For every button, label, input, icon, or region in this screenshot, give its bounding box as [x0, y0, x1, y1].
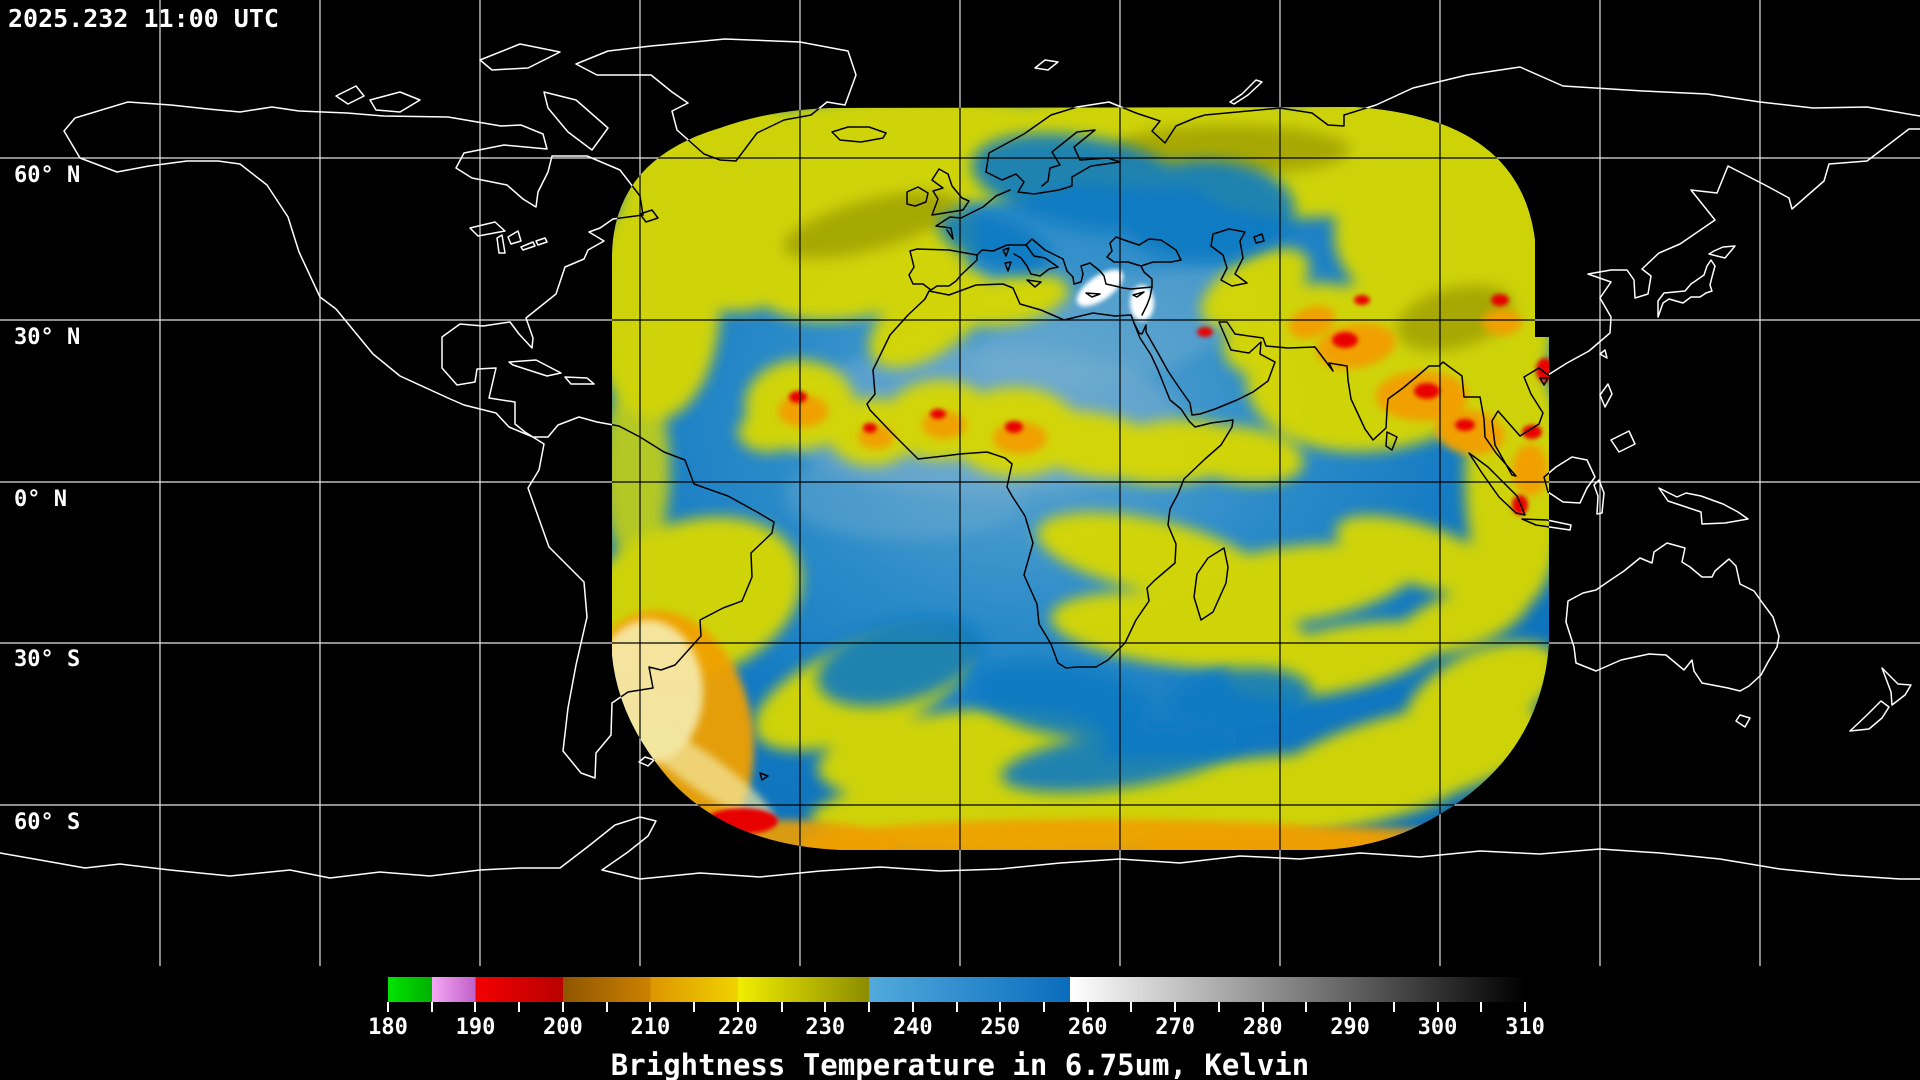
colorbar-tick — [1217, 1002, 1220, 1012]
latitude-label: 60° S — [14, 810, 81, 835]
colorbar-tick-label: 260 — [1067, 1015, 1108, 1040]
colorbar-tick — [868, 1002, 871, 1012]
colorbar-tick — [1086, 1002, 1089, 1012]
colorbar-tick — [649, 1002, 652, 1012]
colorbar-tick-label: 240 — [892, 1015, 933, 1040]
colorbar-tick-label: 210 — [630, 1015, 671, 1040]
colorbar-tick — [387, 1002, 389, 1012]
colorbar-tick — [474, 1002, 477, 1012]
colorbar-tick — [1305, 1002, 1308, 1012]
colorbar-tick-label: 230 — [805, 1015, 846, 1040]
satellite-swath — [612, 107, 1549, 850]
colorbar-tick-label: 280 — [1242, 1015, 1283, 1040]
colorbar-tick — [1130, 1002, 1133, 1012]
colorbar-tick — [955, 1002, 958, 1012]
colorbar-tick-label: 200 — [543, 1015, 583, 1040]
colorbar-tick — [911, 1002, 914, 1012]
colorbar-tick — [1042, 1002, 1045, 1012]
coldest-tops-red — [706, 294, 1549, 834]
colorbar-tick — [605, 1002, 608, 1012]
colorbar-tick — [736, 1002, 739, 1012]
colorbar-tick — [518, 1002, 521, 1012]
colorbar-caption: Brightness Temperature in 6.75um, Kelvin — [610, 1048, 1310, 1080]
colorbar-tick-label: 310 — [1505, 1015, 1545, 1040]
colorbar-tick — [1349, 1002, 1352, 1012]
colorbar-tick — [1524, 1002, 1526, 1012]
latitude-label: 0° N — [14, 487, 67, 512]
colorbar-tick-label: 220 — [717, 1015, 758, 1040]
colorbar-tick-label: 190 — [455, 1015, 496, 1040]
colorbar-tick-label: 300 — [1417, 1015, 1458, 1040]
colorbar-tick — [561, 1002, 564, 1012]
timestamp-label: 2025.232 11:00 UTC — [8, 4, 279, 33]
colorbar-tick — [1261, 1002, 1264, 1012]
colorbar-tick — [1480, 1002, 1483, 1012]
colorbar-tick — [693, 1002, 696, 1012]
colorbar-tick-label: 270 — [1155, 1015, 1196, 1040]
colorbar-tick — [430, 1002, 433, 1012]
colorbar-tick-label: 180 — [368, 1015, 408, 1040]
latitude-label: 30° S — [14, 647, 81, 672]
colorbar-tick — [1436, 1002, 1439, 1012]
colorbar-tick-label: 290 — [1330, 1015, 1370, 1040]
colorbar-tick — [1392, 1002, 1395, 1012]
colorbar-tick — [780, 1002, 783, 1012]
latitude-label: 30° N — [14, 325, 81, 350]
world-map — [0, 0, 1920, 966]
latitude-label: 60° N — [14, 163, 81, 188]
colorbar-gradient — [388, 977, 1525, 1002]
olive-shading — [782, 125, 1514, 351]
colorbar-tick — [824, 1002, 827, 1012]
colorbar-tick-label: 250 — [980, 1015, 1021, 1040]
colorbar-tick — [999, 1002, 1002, 1012]
colorbar-tick — [1174, 1002, 1177, 1012]
colorbar: 180 190 200 210 220 230 240 250 260 270 280 290 300 3… — [368, 977, 1545, 1077]
